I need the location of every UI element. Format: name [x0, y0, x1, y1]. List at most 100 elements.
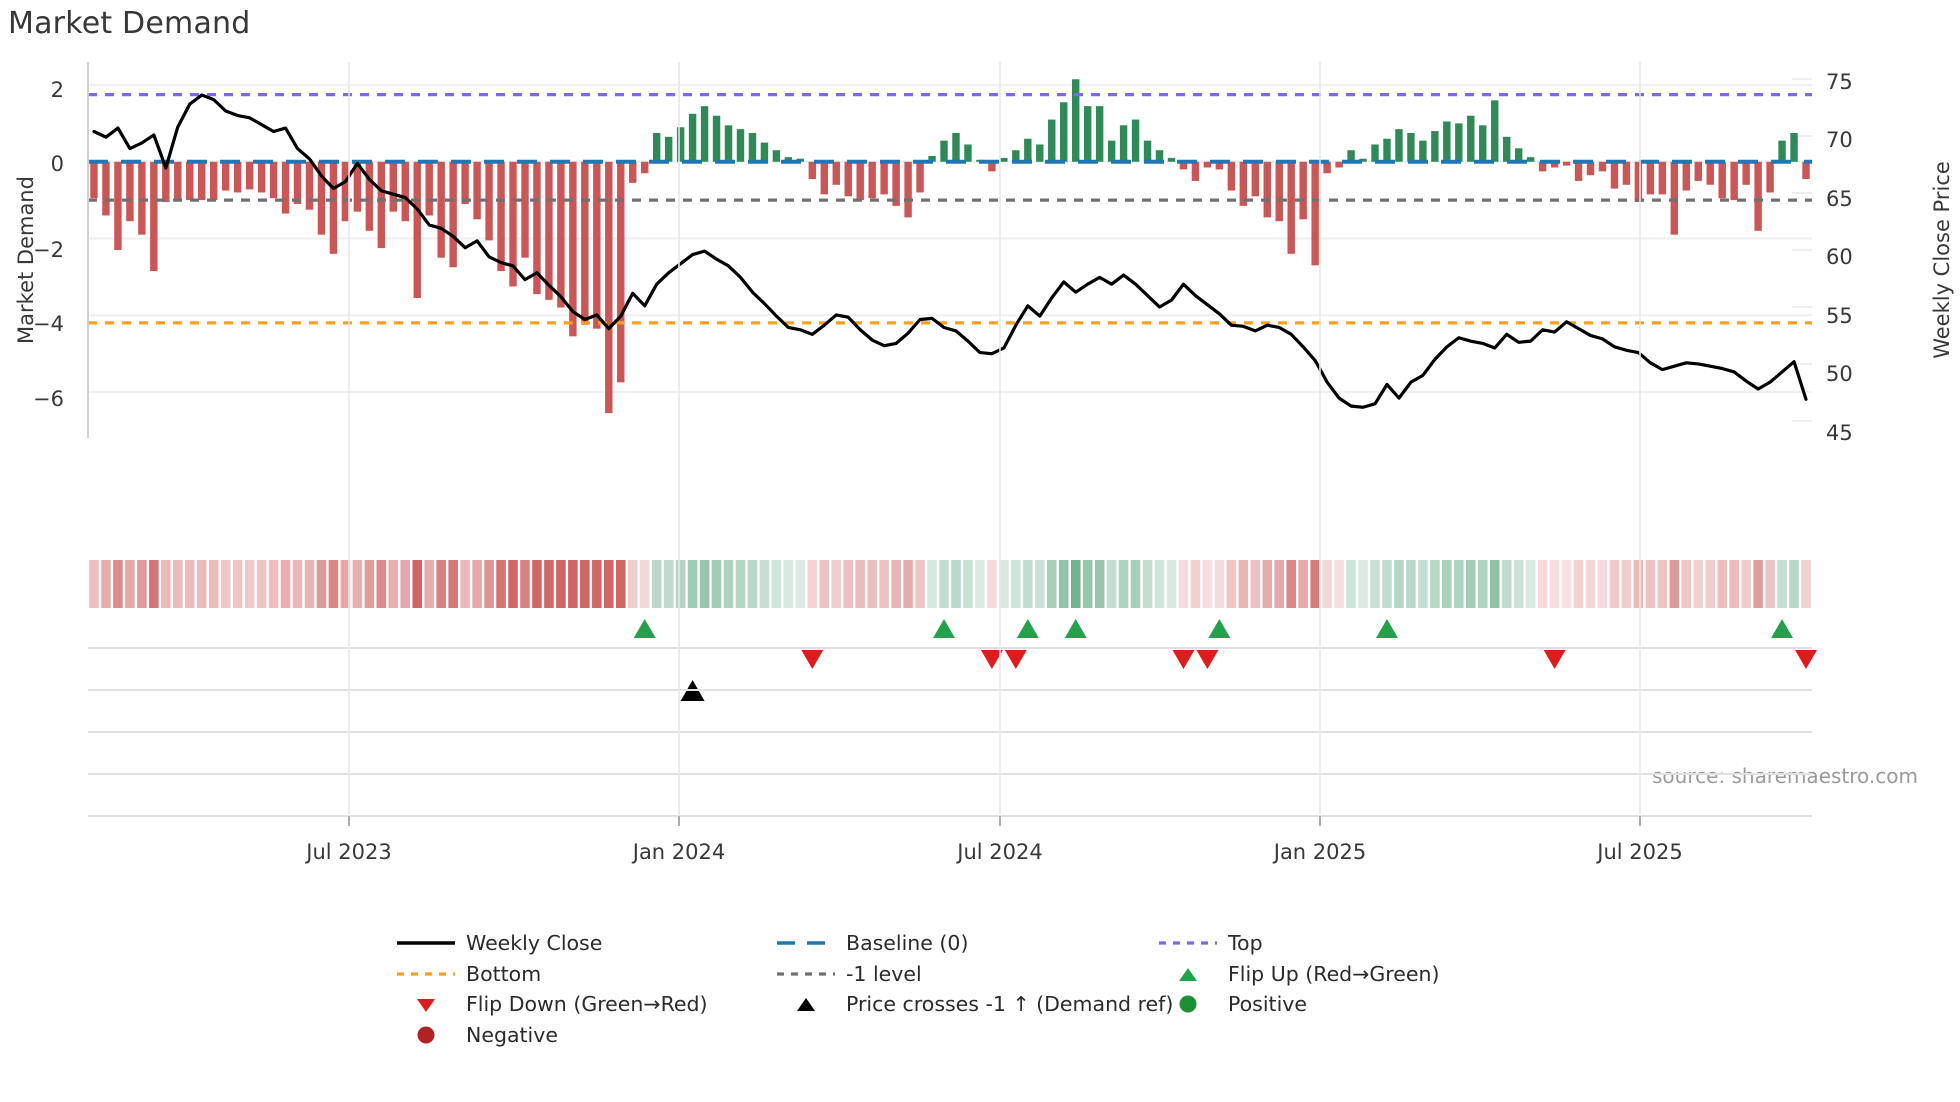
heatmap-cell — [592, 560, 602, 608]
legend-item-price-cross[interactable]: Price crosses -1 ↑ (Demand ref) — [770, 989, 1173, 1020]
legend-item-flip-up[interactable]: Flip Up (Red→Green) — [1152, 959, 1572, 990]
demand-bar — [700, 106, 709, 162]
demand-bar — [569, 161, 577, 337]
heatmap-cell — [184, 560, 195, 608]
demand-bar — [497, 161, 505, 272]
demand-bar — [198, 161, 206, 201]
demand-bar — [880, 161, 888, 195]
triangle-down-red-icon — [390, 989, 462, 1020]
demand-bar — [1371, 144, 1379, 162]
demand-bar — [1335, 161, 1343, 168]
heatmap-cell — [1202, 560, 1213, 608]
demand-bar — [940, 140, 948, 162]
heatmap-cell — [759, 560, 770, 608]
x-tick-0: Jul 2023 — [306, 840, 392, 864]
demand-bar — [868, 161, 876, 199]
dotted-line-gray-icon — [770, 959, 842, 990]
demand-bar — [377, 161, 386, 249]
heatmap-cell — [544, 560, 554, 608]
demand-bar — [162, 161, 170, 203]
heatmap-cell — [735, 560, 746, 608]
heatmap-cell — [1489, 560, 1500, 608]
heatmap-cell — [1346, 560, 1356, 608]
heatmap-cell — [951, 560, 961, 608]
demand-bar — [1622, 161, 1631, 185]
heatmap-cell — [604, 560, 614, 608]
y-tick-right-4: 55 — [1826, 304, 1853, 328]
demand-bar — [772, 150, 781, 162]
demand-bar — [760, 142, 769, 162]
heatmap-cell — [1250, 560, 1261, 608]
demand-bar — [317, 161, 326, 235]
demand-bar — [114, 161, 122, 250]
y-tick-right-2: 65 — [1826, 187, 1853, 211]
demand-bar — [1718, 161, 1726, 199]
legend-item-bottom[interactable]: Bottom — [390, 959, 770, 990]
legend-row: Negative — [390, 1020, 1690, 1051]
demand-bar — [916, 161, 924, 193]
heatmap-cell — [196, 560, 207, 608]
heatmap-cell — [975, 560, 985, 608]
legend-item-negative[interactable]: Negative — [390, 1020, 770, 1051]
heatmap-cell — [843, 560, 854, 608]
heatmap-cell — [819, 560, 830, 608]
demand-bar — [1311, 161, 1319, 266]
heatmap-cell — [1789, 560, 1799, 608]
demand-bar — [449, 161, 457, 268]
axis-spines — [87, 62, 1812, 826]
demand-bar — [952, 132, 960, 162]
x-tick-3: Jan 2025 — [1273, 840, 1367, 864]
heatmap-cell — [783, 560, 794, 608]
legend-item-top[interactable]: Top — [1152, 928, 1572, 959]
heatmap-cell — [1609, 560, 1620, 608]
flip-down-marker — [1172, 650, 1195, 669]
heatmap-cell — [280, 560, 291, 608]
heatmap-cell — [400, 560, 411, 608]
demand-bar — [233, 161, 242, 193]
flip-up-marker — [1016, 619, 1039, 638]
heatmap-cell — [1370, 560, 1380, 608]
heatmap-cell — [268, 560, 279, 608]
legend-item-positive[interactable]: Positive — [1152, 989, 1572, 1020]
demand-bar — [1598, 161, 1607, 172]
heatmap-cell — [89, 560, 99, 608]
heatmap-cell — [1681, 560, 1692, 608]
demand-bar — [1071, 79, 1080, 162]
heatmap-cell — [1477, 560, 1488, 608]
heatmap-cell — [1238, 560, 1249, 608]
legend-item-flip-down[interactable]: Flip Down (Green→Red) — [390, 989, 770, 1020]
heatmap-cell — [388, 560, 399, 608]
heatmap-cell — [1430, 560, 1440, 608]
demand-bar — [1347, 150, 1355, 162]
weekly-close-line — [92, 93, 1808, 409]
heatmap-cell — [1466, 560, 1476, 608]
chart-legend: Weekly Close Baseline (0) Top Bottom — [390, 928, 1690, 1050]
legend-row: Bottom -1 level Flip Up (Red→Green) — [390, 959, 1690, 990]
demand-bar — [988, 161, 996, 172]
demand-bar — [1491, 100, 1499, 162]
heatmap-cell — [663, 560, 674, 608]
legend-item-minus1-level[interactable]: -1 level — [770, 959, 1152, 990]
demand-bar — [856, 161, 864, 201]
demand-bar — [102, 161, 110, 216]
heatmap-cell — [1501, 560, 1512, 608]
demand-bar — [1095, 106, 1104, 162]
y-tick-left-4: −6 — [33, 387, 64, 411]
heatmap-cell — [999, 560, 1009, 608]
legend-label: Bottom — [466, 961, 542, 986]
heatmap-cell — [1525, 560, 1536, 608]
flip-down-marker — [801, 650, 824, 669]
heatmap-cell — [1178, 560, 1189, 608]
demand-bar — [365, 161, 374, 231]
x-tick-1: Jan 2024 — [632, 840, 726, 864]
heatmap-cell — [1166, 560, 1177, 608]
demand-bar — [401, 161, 409, 222]
heatmap-cell — [747, 560, 758, 608]
heatmap-cell — [1058, 560, 1069, 608]
heatmap-cell — [1130, 560, 1141, 608]
demand-bar — [712, 115, 721, 162]
heatmap-cell — [1442, 560, 1452, 608]
legend-item-weekly-close[interactable]: Weekly Close — [390, 928, 770, 959]
legend-item-baseline[interactable]: Baseline (0) — [770, 928, 1152, 959]
demand-bar — [1179, 161, 1188, 170]
